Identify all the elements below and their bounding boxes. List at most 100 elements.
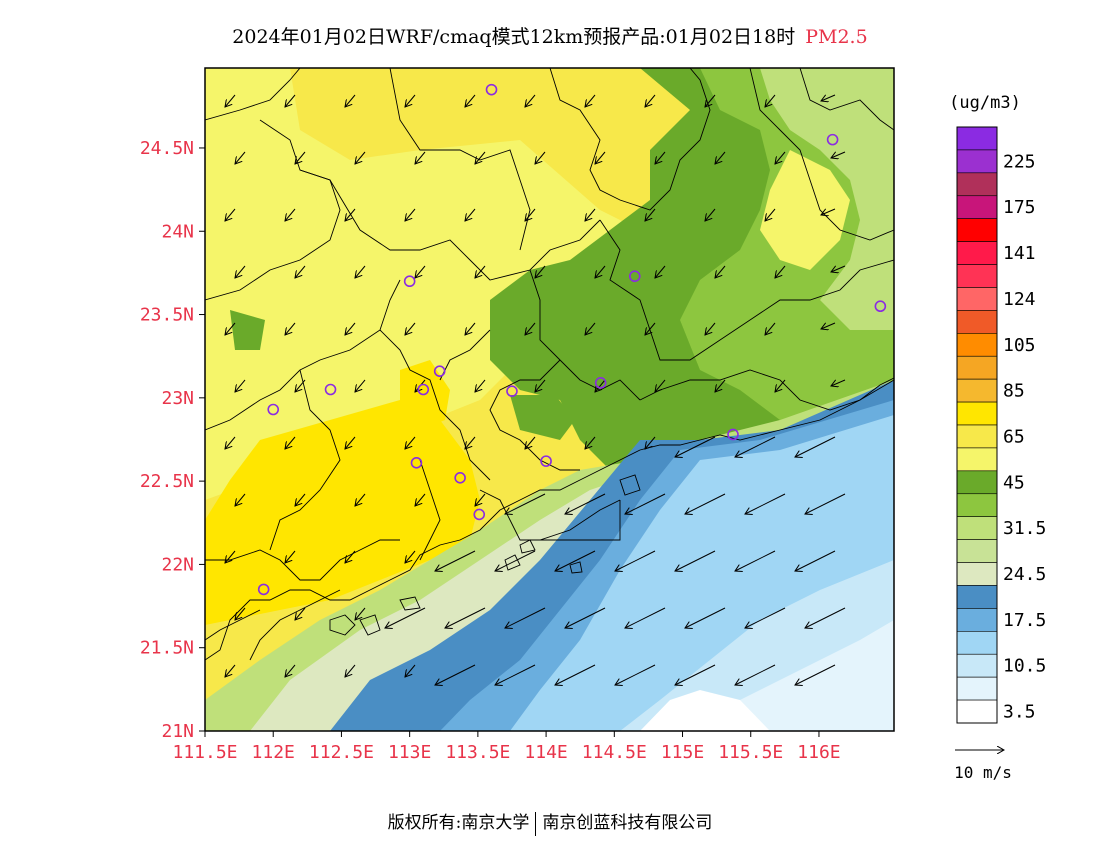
wind-vector (225, 436, 236, 449)
footer-separator (535, 811, 537, 836)
x-tick-label: 113.5E (445, 742, 510, 763)
legend-swatch (956, 631, 998, 655)
wind-vector (685, 607, 726, 628)
station-marker (826, 133, 839, 146)
field-yellow-light-north (205, 68, 640, 500)
legend-swatch (956, 149, 998, 174)
legend-swatch (956, 562, 998, 586)
legend-swatch (956, 470, 998, 495)
wind-vector (345, 322, 356, 335)
wind-vector (821, 94, 836, 101)
wind-vector (685, 493, 726, 514)
footer-right: 南京创蓝科技有限公司 (542, 813, 713, 833)
coastline (205, 377, 894, 661)
wind-vector (625, 493, 666, 514)
wind-vector (225, 550, 236, 563)
y-tick-label: 23.5N (140, 305, 194, 326)
wind-vector (655, 379, 666, 392)
wind-vector (715, 265, 726, 278)
wind-vector (745, 607, 786, 628)
wind-vector (235, 379, 246, 392)
wind-vector (765, 208, 776, 221)
wind-vector (355, 151, 366, 164)
station-marker (433, 365, 446, 377)
wind-vector (405, 664, 416, 677)
wind-vector (495, 550, 536, 571)
wind-vector (235, 151, 246, 164)
wind-vector (715, 151, 726, 164)
wind-vector (595, 379, 606, 392)
wind-vector (465, 208, 476, 221)
wind-vector (735, 436, 776, 457)
wind-vector (655, 151, 666, 164)
wind-vector (555, 664, 596, 685)
wind-vector (435, 664, 476, 685)
wind-vector (795, 550, 836, 571)
wind-vector (555, 550, 596, 571)
field-yellow-bright-west (205, 400, 480, 625)
wind-vector (565, 493, 606, 514)
wind-vector (805, 607, 846, 628)
wind-vector (645, 208, 656, 221)
station-marker (473, 508, 486, 521)
wind-vector (525, 208, 536, 221)
x-axis-ticks: 111.5E 112E 112.5E 113E 113.5E 114E 114.5E 115E… (172, 731, 841, 763)
wind-vector (765, 94, 776, 107)
wind-vector (565, 607, 606, 628)
legend-unit: (ug/m3) (949, 93, 1021, 113)
wind-vector (415, 265, 426, 278)
legend-labels: 225 175 141 124 105 85 65 45 31.5 24.5 17.5 10.5 3.5 (1003, 151, 1046, 722)
wind-vector (495, 664, 536, 685)
legend-swatch (956, 378, 998, 403)
wind-vector (355, 493, 366, 506)
wind-vector (465, 436, 476, 449)
legend-swatch (956, 401, 998, 426)
wind-vector (355, 379, 366, 392)
wind-vector (615, 664, 656, 685)
wind-vector (225, 322, 236, 335)
wind-vector (405, 94, 416, 107)
station-marker (628, 270, 641, 283)
legend-colorbar (956, 126, 998, 724)
station-marker (874, 300, 887, 313)
y-tick-label: 24.5N (140, 138, 194, 159)
wind-vector (535, 151, 546, 164)
legend-swatch (956, 653, 998, 678)
legend-swatch (956, 608, 998, 632)
wind-vectors (225, 94, 846, 685)
wind-vector (525, 322, 536, 335)
y-tick-label: 23N (161, 388, 194, 409)
x-tick-label: 113E (388, 742, 431, 763)
legend-swatch (956, 172, 998, 197)
wind-vector (345, 436, 356, 449)
wind-vector (345, 550, 356, 563)
station-marker (324, 383, 337, 396)
wind-vector (295, 493, 306, 506)
wind-vector (715, 379, 726, 392)
wind-vector (585, 94, 596, 107)
wind-vector (415, 493, 426, 506)
legend-swatch (956, 195, 998, 219)
wind-vector (505, 493, 546, 514)
wind-vector (405, 436, 416, 449)
y-tick-label: 24N (161, 221, 194, 242)
x-tick-label: 116E (797, 742, 840, 763)
y-tick-label: 22N (161, 554, 194, 575)
station-marker (403, 275, 416, 288)
wind-vector (675, 436, 716, 457)
wind-vector (735, 664, 776, 685)
x-tick-label: 111.5E (172, 742, 237, 763)
wind-vector (595, 151, 606, 164)
x-tick-label: 114.5E (582, 742, 647, 763)
legend-swatch (956, 676, 998, 701)
wind-vector (805, 493, 846, 514)
field-blue-faint-sea (700, 620, 894, 731)
legend-swatch (956, 424, 998, 449)
wind-vector (475, 493, 486, 506)
wind-vector (675, 664, 716, 685)
wind-vector (645, 322, 656, 335)
station-marker (506, 385, 518, 397)
wind-vector (585, 436, 596, 449)
legend-swatch (956, 287, 998, 311)
wind-vector (465, 322, 476, 335)
